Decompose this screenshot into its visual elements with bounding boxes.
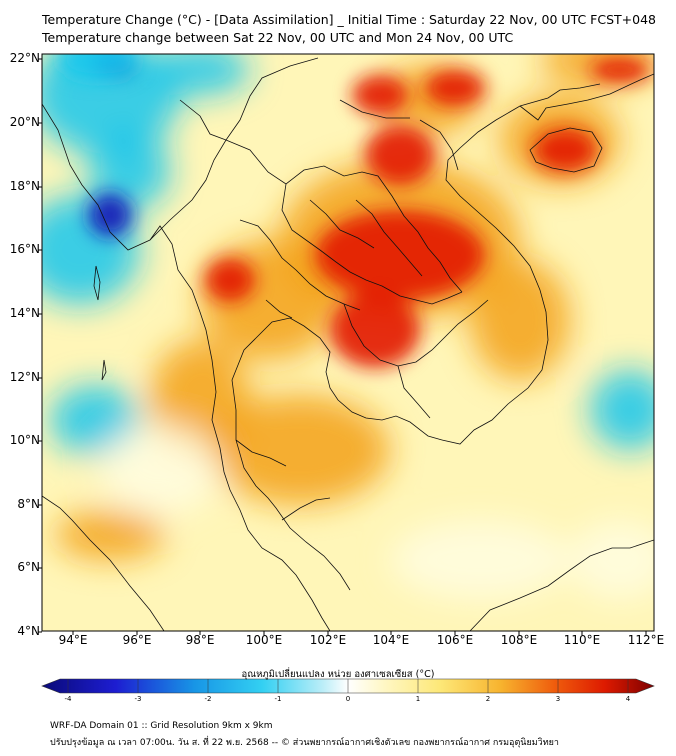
shaded-region bbox=[55, 510, 165, 560]
shaded-region bbox=[533, 128, 597, 172]
shaded-region bbox=[100, 425, 220, 515]
shaded-region bbox=[90, 130, 170, 210]
latitude-label: 20°N bbox=[9, 115, 40, 129]
map-title-line1: Temperature Change (°C) - [Data Assimila… bbox=[42, 12, 657, 27]
longitude-label: 98°E bbox=[185, 633, 215, 647]
colorbar-tick-label: 0 bbox=[345, 695, 351, 703]
shaded-region bbox=[150, 54, 250, 95]
map-title-line2: Temperature change between Sat 22 Nov, 0… bbox=[42, 30, 514, 45]
shaded-region bbox=[210, 395, 390, 505]
latitude-label: 4°N bbox=[17, 624, 40, 638]
shaded-region bbox=[58, 54, 138, 80]
shaded-region bbox=[365, 125, 435, 185]
shaded-areas-core bbox=[58, 54, 650, 368]
colorbar-tick-label: 3 bbox=[555, 695, 561, 703]
longitude-label: 112°E bbox=[627, 633, 665, 647]
shaded-region bbox=[88, 193, 132, 237]
colorbar-tick-label: 2 bbox=[485, 695, 491, 703]
footer-model-info: WRF-DA Domain 01 :: Grid Resolution 9km … bbox=[50, 721, 273, 731]
colorbar-tick-label: 4 bbox=[625, 695, 631, 703]
latitude-label: 22°N bbox=[9, 51, 40, 65]
longitude-label: 100°E bbox=[245, 633, 283, 647]
colorbar-tick-label: -3 bbox=[134, 695, 142, 703]
longitude-label: 106°E bbox=[436, 633, 474, 647]
colorbar-label: อุณหภูมิเปลี่ยนแปลง หน่วย องศาเซลเซียส (… bbox=[241, 669, 435, 680]
longitude-label: 96°E bbox=[122, 633, 152, 647]
shaded-region bbox=[330, 292, 420, 368]
shaded-region bbox=[315, 210, 485, 300]
latitude-label: 12°N bbox=[9, 370, 40, 384]
longitude-ticks bbox=[72, 631, 647, 635]
longitude-label: 110°E bbox=[563, 633, 601, 647]
shaded-region bbox=[205, 258, 255, 302]
shaded-region bbox=[425, 70, 485, 106]
shaded-region bbox=[570, 520, 654, 600]
colorbar-tick-label: -2 bbox=[204, 695, 212, 703]
latitude-label: 16°N bbox=[9, 242, 40, 256]
shaded-region bbox=[42, 54, 180, 155]
colorbar-tick-label: -1 bbox=[274, 695, 282, 703]
shaded-region bbox=[590, 370, 654, 450]
latitude-label: 10°N bbox=[9, 433, 40, 447]
footer-credit: ปรับปรุงข้อมูล ณ เวลา 07:00น. วัน ส. ที่… bbox=[50, 738, 559, 748]
colorbar bbox=[41, 678, 655, 694]
latitude-label: 18°N bbox=[9, 179, 40, 193]
latitude-ticks bbox=[38, 58, 42, 633]
shaded-region bbox=[352, 75, 408, 115]
colorbar-tick-label: -4 bbox=[64, 695, 72, 703]
latitude-label: 6°N bbox=[17, 560, 40, 574]
latitude-label: 8°N bbox=[17, 497, 40, 511]
shaded-region bbox=[470, 260, 570, 380]
longitude-label: 108°E bbox=[500, 633, 538, 647]
colorbar-tick-label: 1 bbox=[415, 695, 421, 703]
colorbar-tick-marks bbox=[67, 679, 629, 693]
longitude-label: 102°E bbox=[309, 633, 347, 647]
shaded-region bbox=[590, 58, 650, 82]
coastlines-and-borders bbox=[42, 57, 654, 631]
longitude-label: 104°E bbox=[372, 633, 410, 647]
longitude-label: 94°E bbox=[58, 633, 88, 647]
temperature-field bbox=[42, 54, 654, 631]
latitude-label: 14°N bbox=[9, 306, 40, 320]
shaded-region bbox=[390, 520, 570, 600]
map-frame bbox=[41, 53, 655, 632]
shaded-region bbox=[50, 385, 140, 455]
